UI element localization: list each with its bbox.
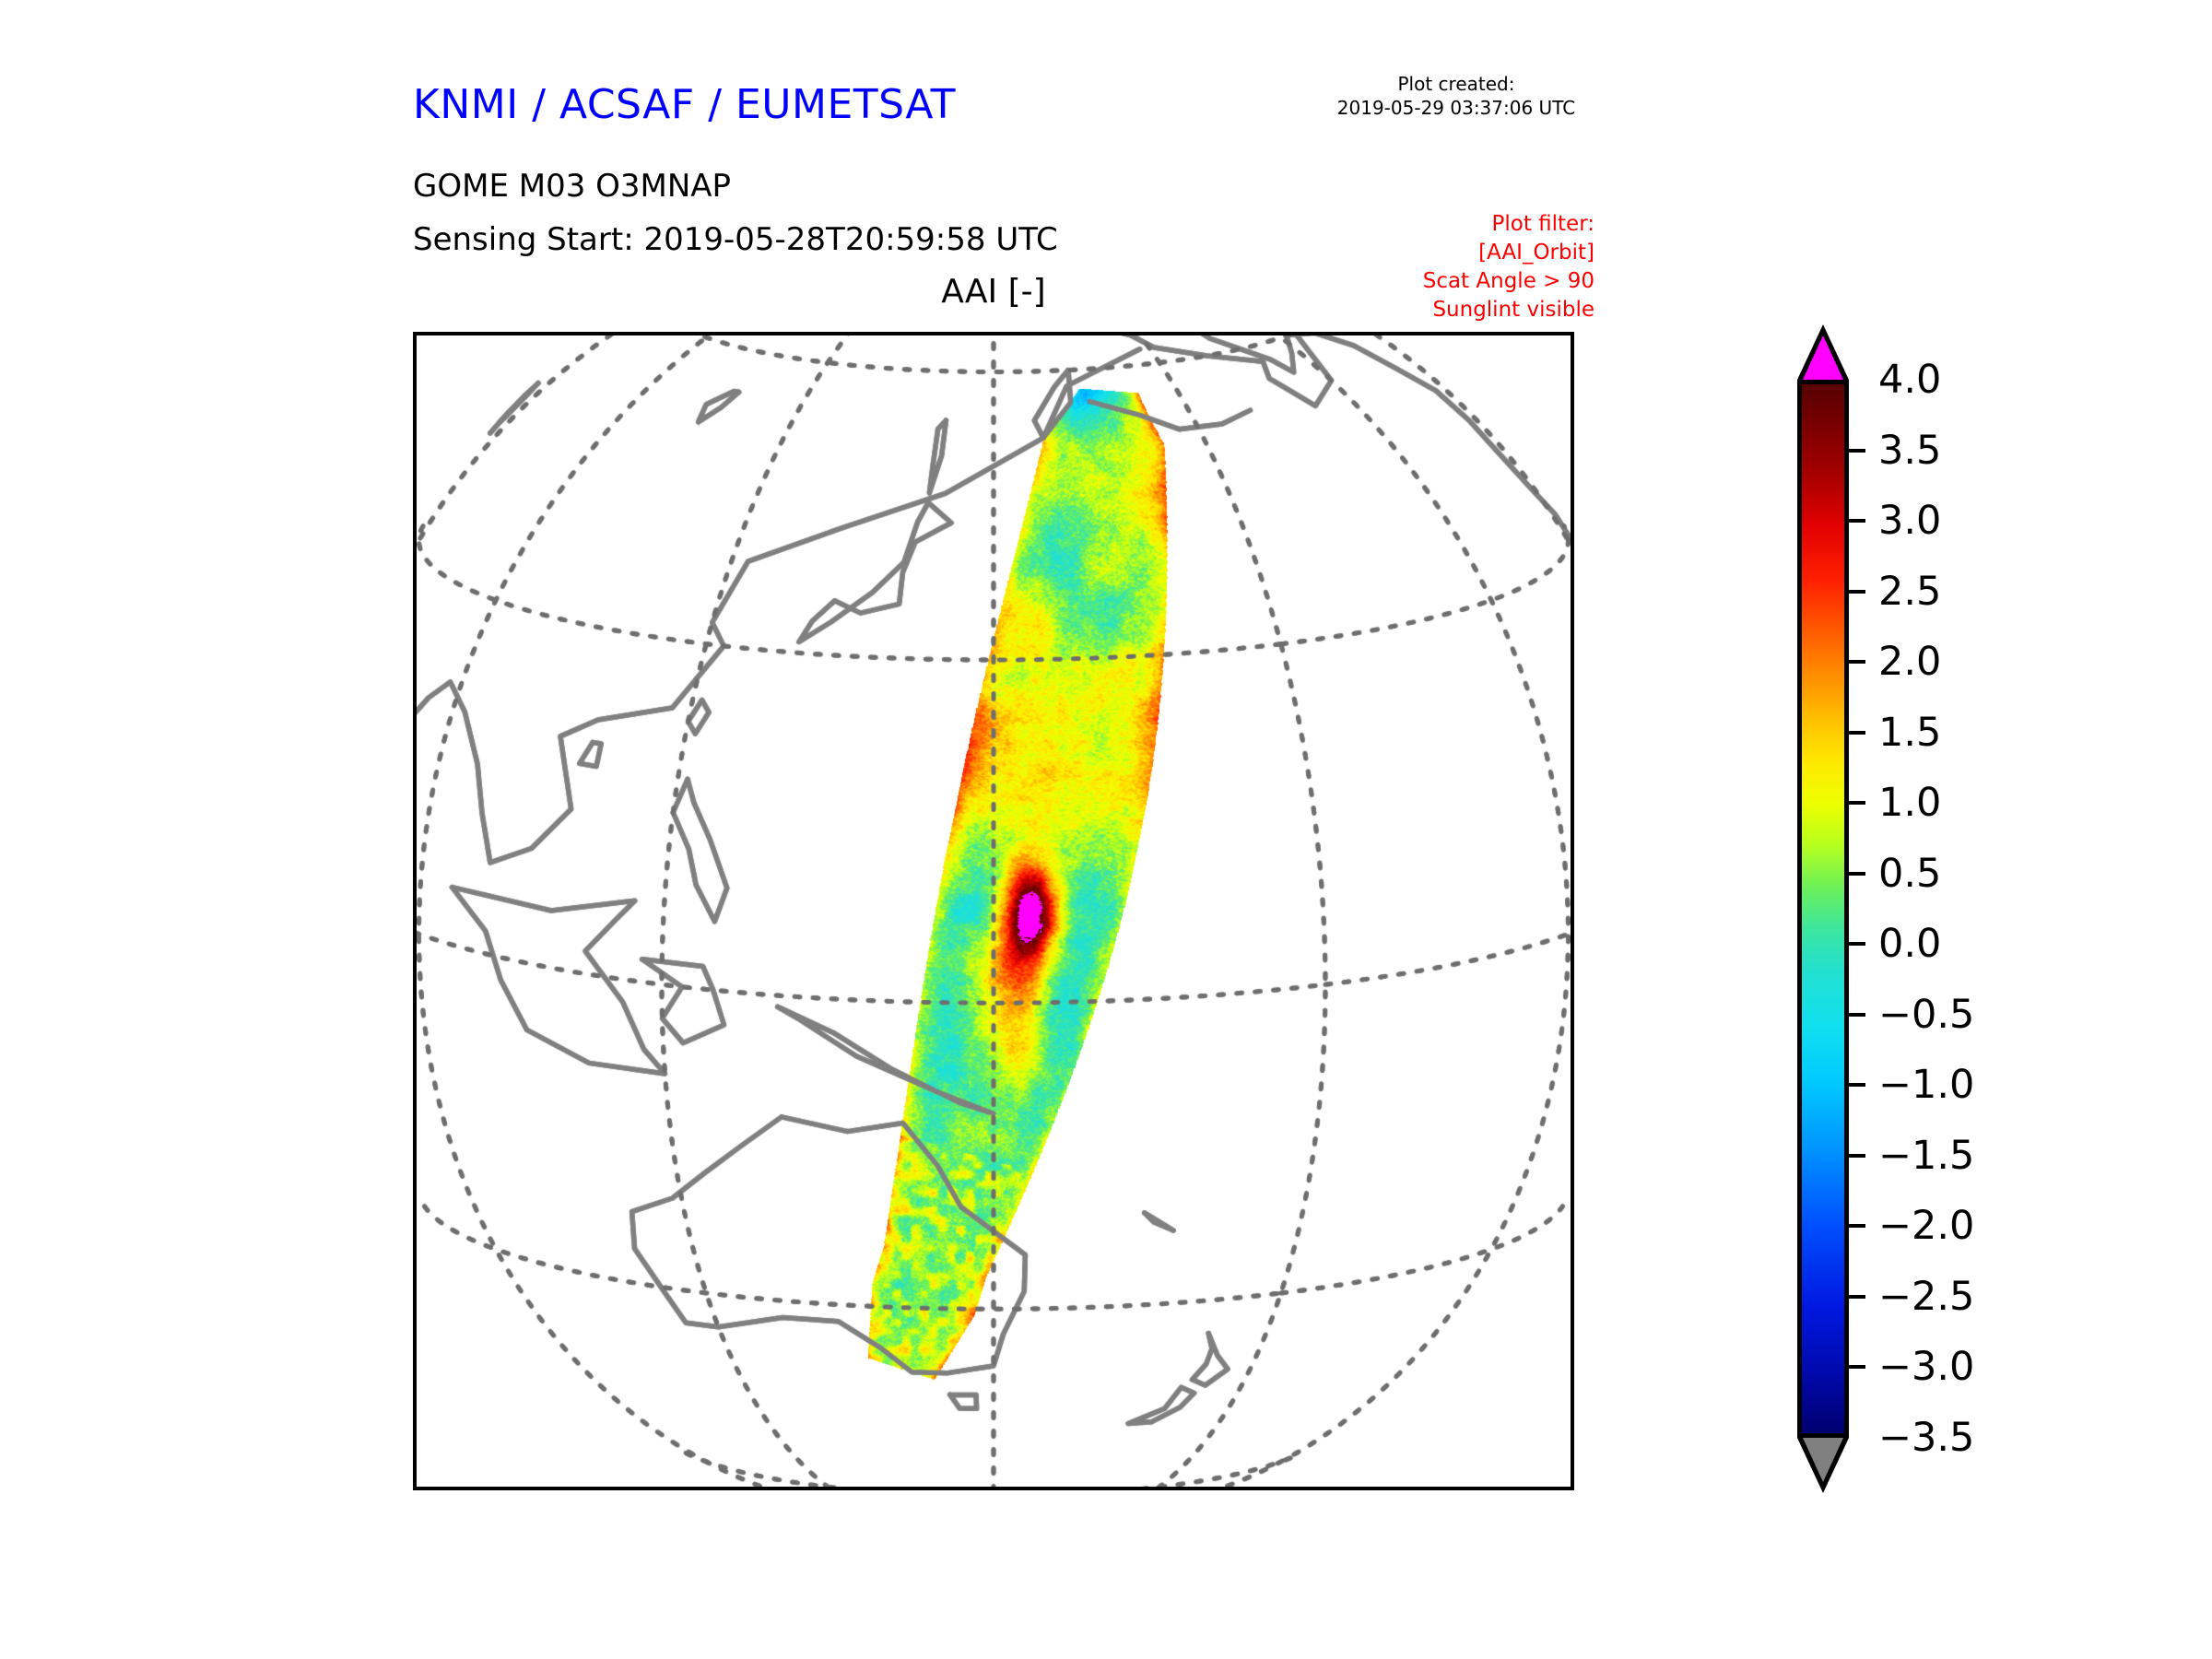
colorbar-tick-label: 2.0 [1878,639,1942,686]
colorbar-tick-mark [1849,871,1865,876]
colorbar-tick-label: −3.0 [1878,1344,1975,1391]
map-canvas [417,335,1571,1487]
plot-filter-block: Plot filter: [AAI_Orbit] Scat Angle > 90… [1318,210,1594,324]
organisation-title: KNMI / ACSAF / EUMETSAT [413,81,956,128]
colorbar-tick-mark [1849,519,1865,524]
plot-created-timestamp: 2019-05-29 03:37:06 UTC [1336,97,1576,119]
colorbar-tick-mark [1849,660,1865,665]
colorbar-tick-label: 3.5 [1878,427,1942,474]
colorbar-tick-label: −2.5 [1878,1273,1975,1320]
colorbar-gradient [1802,384,1844,1433]
colorbar-tick-label: −0.5 [1878,991,1975,1038]
colorbar-tick-label: 0.0 [1878,921,1942,968]
colorbar-tick-label: 2.5 [1878,568,1942,615]
product-title: GOME M03 O3MNAP [413,168,732,205]
colorbar-tick-label: 3.0 [1878,498,1942,545]
plot-created-block: Plot created: 2019-05-29 03:37:06 UTC [1318,72,1594,120]
colorbar-tick-label: 0.5 [1878,850,1942,897]
colorbar-tick-label: −2.0 [1878,1203,1975,1250]
map-plot-area [413,332,1574,1490]
colorbar-tick-mark [1849,1012,1865,1017]
colorbar-tick-mark [1849,448,1865,453]
colorbar-tick-label: −1.5 [1878,1132,1975,1179]
plot-filter-label: Plot filter: [1491,212,1594,236]
colorbar-tick-mark [1849,1365,1865,1370]
colorbar-tick-label: −1.0 [1878,1062,1975,1109]
axes-title: AAI [-] [941,273,1046,311]
colorbar-tick-mark [1849,589,1865,594]
plot-created-label: Plot created: [1397,73,1515,95]
plot-filter-sunglint: Sunglint visible [1432,298,1594,322]
colorbar-tick-mark [1849,801,1865,806]
colorbar-tick-label: 1.5 [1878,709,1942,756]
colorbar-tick-mark [1849,942,1865,947]
colorbar-tick-label: 4.0 [1878,357,1942,403]
colorbar-tick-mark [1849,1083,1865,1088]
sensing-start-label: Sensing Start: 2019-05-28T20:59:58 UTC [413,221,1058,258]
colorbar: 4.0 3.5 3.0 2.5 2.0 1.5 1.0 0.5 0.0 −0.5 −1.0 −1.5 −… [1788,324,2175,1495]
plot-filter-field: [AAI_Orbit] [1478,241,1594,265]
plot-filter-scat-angle: Scat Angle > 90 [1422,269,1594,293]
colorbar-tick-mark [1849,730,1865,735]
colorbar-under-arrow [1803,1438,1843,1482]
colorbar-bar [1797,380,1849,1438]
colorbar-tick-label: 1.0 [1878,780,1942,827]
colorbar-tick-mark [1849,1294,1865,1299]
colorbar-over-arrow [1803,335,1843,380]
colorbar-tick-mark [1849,1153,1865,1158]
colorbar-tick-mark [1849,1224,1865,1229]
colorbar-tick-label: −3.5 [1878,1415,1975,1461]
